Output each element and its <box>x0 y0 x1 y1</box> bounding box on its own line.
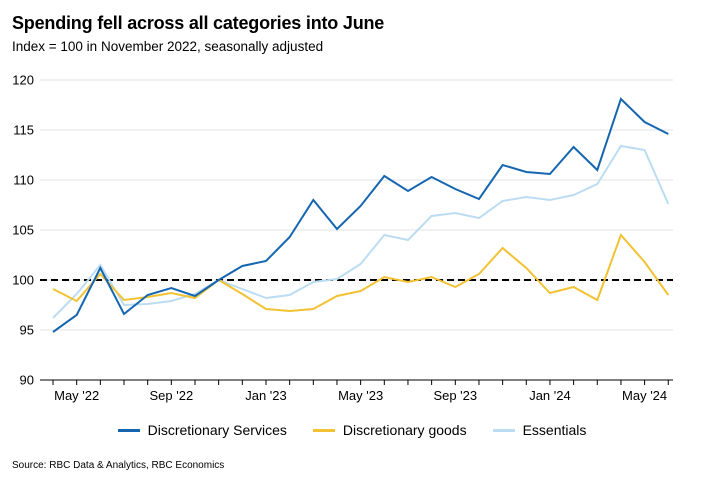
chart-subtitle: Index = 100 in November 2022, seasonally… <box>12 39 324 54</box>
series-line-discretionary-goods <box>52 233 670 313</box>
x-tick-label: May '22 <box>54 388 99 403</box>
legend-swatch-essentials <box>492 428 515 432</box>
x-axis: May '22 Sep '22 Jan '23 May '23 Sep '23 Jan '… <box>40 379 673 403</box>
x-tick-label: Jan '24 <box>529 388 571 403</box>
y-axis-ticks: 90 95 100 105 110 115 120 <box>12 73 34 388</box>
legend-swatch-discretionary-goods <box>312 428 335 432</box>
series-lines <box>52 97 670 333</box>
x-tick-label: May '24 <box>622 388 667 403</box>
y-tick-label: 105 <box>12 223 34 238</box>
source-note: Source: RBC Data & Analytics, RBC Econom… <box>12 460 225 471</box>
y-tick-label: 110 <box>13 173 34 188</box>
x-tick-label: Sep '22 <box>149 388 193 403</box>
series-line-essentials <box>52 144 670 319</box>
x-tick-label: Sep '23 <box>433 388 477 403</box>
y-tick-label: 95 <box>20 323 34 338</box>
y-tick-label: 90 <box>20 373 34 388</box>
legend-item-discretionary-services: Discretionary Services <box>117 422 287 438</box>
y-tick-label: 115 <box>13 123 34 138</box>
legend-label-discretionary-services: Discretionary Services <box>147 422 287 438</box>
y-tick-label: 100 <box>12 273 34 288</box>
x-tick-label: Jan '23 <box>245 388 287 403</box>
legend-swatch-discretionary-services <box>117 428 140 432</box>
y-tick-label: 120 <box>12 73 34 88</box>
legend: Discretionary Services Discretionary goo… <box>0 422 704 438</box>
legend-item-discretionary-goods: Discretionary goods <box>312 422 467 438</box>
x-tick-label: May '23 <box>338 388 383 403</box>
legend-label-discretionary-goods: Discretionary goods <box>342 422 467 438</box>
legend-label-essentials: Essentials <box>522 422 587 438</box>
legend-item-essentials: Essentials <box>492 422 587 438</box>
chart-title: Spending fell across all categories into… <box>12 13 385 33</box>
series-line-discretionary-services <box>52 97 669 333</box>
